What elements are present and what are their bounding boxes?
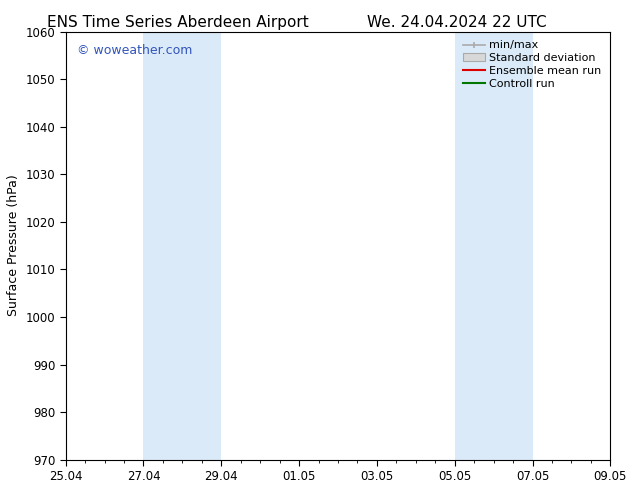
Text: ENS Time Series Aberdeen Airport: ENS Time Series Aberdeen Airport bbox=[47, 15, 308, 30]
Text: © woweather.com: © woweather.com bbox=[77, 45, 192, 57]
Legend: min/max, Standard deviation, Ensemble mean run, Controll run: min/max, Standard deviation, Ensemble me… bbox=[459, 37, 605, 92]
Text: We. 24.04.2024 22 UTC: We. 24.04.2024 22 UTC bbox=[366, 15, 547, 30]
Bar bbox=[455, 31, 533, 460]
Bar bbox=[143, 31, 221, 460]
Y-axis label: Surface Pressure (hPa): Surface Pressure (hPa) bbox=[7, 175, 20, 317]
